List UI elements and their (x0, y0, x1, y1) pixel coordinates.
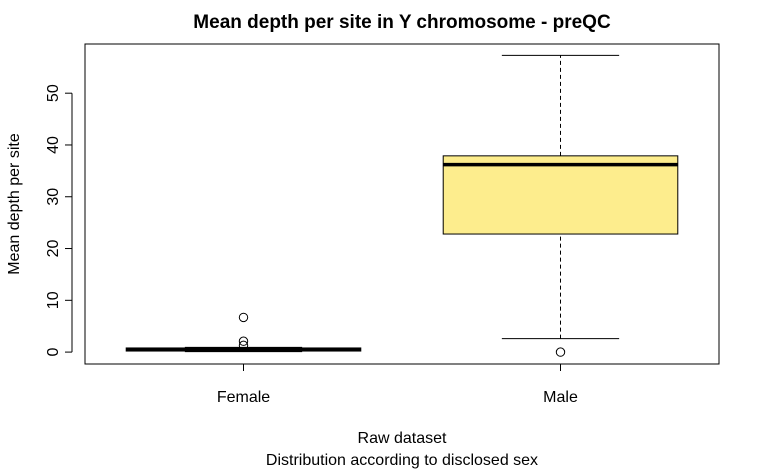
box-female (125, 312, 362, 353)
y-tick-label: 0 (45, 348, 62, 357)
y-axis-label: Mean depth per site (6, 133, 23, 275)
x-axis-label: Raw dataset (358, 430, 447, 447)
boxes-layer (125, 54, 679, 357)
y-tick-label: 10 (45, 291, 62, 309)
chart-subtitle: Distribution according to disclosed sex (266, 452, 538, 469)
x-tick-label: Female (217, 389, 270, 406)
iqr-box (442, 155, 679, 235)
box-male (442, 54, 679, 357)
outlier-point (555, 347, 566, 357)
y-tick-label: 20 (45, 240, 62, 258)
y-tick-label: 50 (45, 84, 62, 102)
outlier-point (238, 340, 249, 351)
y-tick-label: 30 (45, 188, 62, 206)
chart-title: Mean depth per site in Y chromosome - pr… (193, 12, 611, 33)
outlier-point (238, 312, 249, 323)
x-axis: Female Male (217, 363, 578, 406)
y-tick-label: 40 (45, 136, 62, 154)
y-axis: 0 10 20 30 40 50 (45, 84, 73, 357)
x-tick-label: Male (543, 389, 578, 406)
outlier-point (238, 336, 249, 346)
